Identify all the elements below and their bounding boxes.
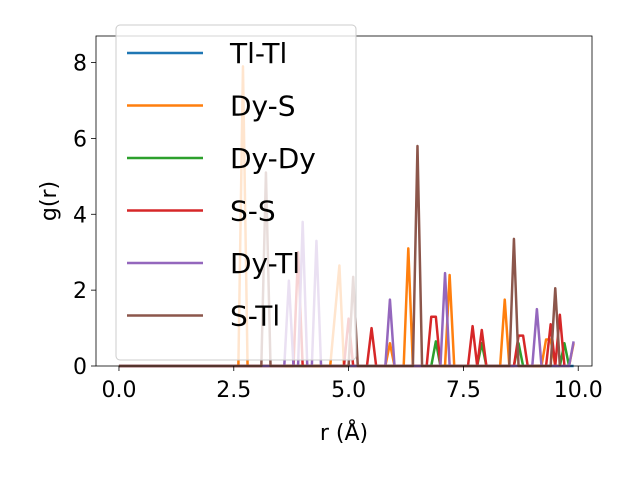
legend-box [115,24,357,361]
x-tick-label: 0.0 [101,378,136,403]
x-tick-label: 5.0 [331,378,366,403]
legend: Tl-Tl Dy-S Dy-Dy S-S Dy-Tl S-Tl [115,24,357,361]
y-tick-label: 6 [73,127,87,152]
x-tick-label: 10.0 [554,378,603,403]
x-tick-label: 7.5 [446,378,481,403]
x-tick-label: 2.5 [216,378,251,403]
x-axis-label: r (Å) [320,419,368,446]
legend-label-0: Tl-Tl [229,37,287,70]
y-tick-label: 2 [73,279,87,304]
legend-label-1: Dy-S [230,90,296,123]
y-axis-ticks: 0 2 4 6 8 [73,52,96,380]
y-tick-label: 4 [73,203,87,228]
legend-label-2: Dy-Dy [230,142,316,175]
y-axis-label: g(r) [37,181,62,221]
legend-label-3: S-S [230,195,276,228]
y-tick-label: 8 [73,52,87,77]
x-axis-ticks: 0.0 2.5 5.0 7.5 10.0 [101,366,603,403]
y-tick-label: 0 [73,355,87,380]
legend-label-4: Dy-Tl [230,247,300,280]
legend-label-5: S-Tl [230,300,280,333]
